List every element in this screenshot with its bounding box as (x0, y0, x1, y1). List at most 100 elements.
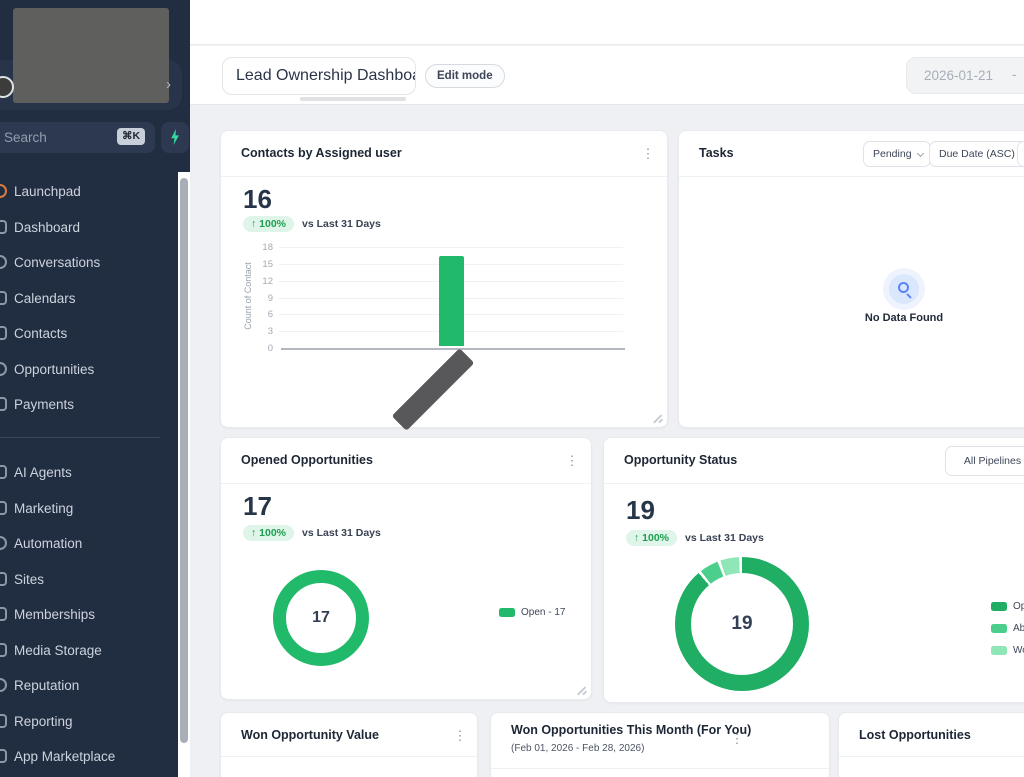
quick-actions-button[interactable] (161, 122, 189, 153)
y-tick: 3 (267, 326, 273, 337)
no-data-text: No Data Found (864, 312, 944, 324)
delta-badge: ↑ 100% (243, 216, 295, 232)
sidebar-item-automation[interactable]: Automation (0, 526, 178, 562)
app-marketplace-icon (0, 749, 7, 763)
no-data-icon-wrap (883, 268, 925, 310)
delta-caption: vs Last 31 Days (302, 527, 381, 539)
payments-icon (0, 397, 7, 411)
keyboard-shortcut-badge: ⌘K (117, 128, 146, 145)
sidebar-item-calendars[interactable]: Calendars (0, 281, 178, 317)
contacts-bar[interactable] (439, 256, 464, 346)
sidebar-item-marketing[interactable]: Marketing (0, 491, 178, 527)
legend-swatch-open (499, 608, 515, 617)
metric-value: 17 (243, 491, 272, 521)
top-bar (190, 0, 1024, 45)
legend-item[interactable]: Won (991, 645, 1024, 656)
tasks-extra-dropdown[interactable] (1017, 141, 1024, 167)
kebab-menu-icon[interactable]: ⋮ (730, 731, 744, 746)
automation-icon (0, 536, 7, 550)
tasks-filter-dropdown[interactable]: Pending (863, 141, 931, 167)
legend-item[interactable]: Open - 17 (499, 607, 565, 618)
opportunities-icon (0, 361, 7, 376)
donut-center-label: 17 (299, 596, 343, 640)
edit-mode-badge[interactable]: Edit mode (425, 64, 505, 88)
memberships-icon (0, 607, 7, 621)
sidebar-item-conversations[interactable]: Conversations (0, 245, 178, 281)
bar-chart: Count of Contact 18 15 12 9 6 3 0 (221, 131, 667, 431)
launchpad-icon (0, 184, 7, 198)
card-title: Contacts by Assigned user (241, 146, 402, 160)
sidebar-item-media-storage[interactable]: Media Storage (0, 633, 178, 669)
lightning-bolt-icon (171, 129, 179, 145)
sidebar-item-contacts[interactable]: Contacts (0, 316, 178, 352)
card-title: Won Opportunities This Month (For You) (511, 723, 752, 737)
y-tick: 15 (262, 259, 273, 270)
legend-item[interactable]: Aban (991, 623, 1024, 634)
sites-icon (0, 571, 7, 586)
resize-handle[interactable] (652, 412, 663, 424)
tasks-sort-dropdown[interactable]: Due Date (ASC) (929, 141, 1024, 167)
kebab-menu-icon[interactable]: ⋮ (565, 453, 579, 468)
sidebar-item-reputation[interactable]: Reputation (0, 668, 178, 704)
kebab-menu-icon[interactable]: ⋮ (641, 146, 655, 161)
sidebar-item-payments[interactable]: Payments (0, 387, 178, 423)
calendars-icon (0, 290, 7, 305)
delta-badge: ↑ 100% (243, 525, 295, 541)
sidebar-scrollbar-track[interactable] (178, 172, 190, 777)
y-tick: 18 (262, 242, 273, 253)
y-tick: 0 (267, 343, 273, 354)
sidebar-item-launchpad[interactable]: Launchpad (0, 174, 178, 210)
dashboard-icon (0, 219, 7, 234)
status-legend-swatch (991, 624, 1007, 633)
x-axis-line (281, 348, 625, 350)
date-range-separator: - (1012, 67, 1017, 82)
y-tick: 12 (262, 276, 273, 287)
sidebar: › ⌘K Launchpad Dashboard Conversations C… (0, 0, 190, 777)
dashboard-header: Lead Ownership Dashboard Edit mode 2026-… (190, 46, 1024, 105)
sidebar-item-opportunities[interactable]: Opportunities (0, 352, 178, 388)
kebab-menu-icon[interactable]: ⋮ (453, 728, 467, 743)
resize-handle[interactable] (576, 684, 587, 696)
card-title: Opportunity Status (624, 453, 738, 467)
contacts-icon (0, 326, 7, 340)
delta-caption: vs Last 31 Days (302, 218, 381, 230)
legend-item[interactable]: Open (991, 601, 1024, 612)
sidebar-item-ai-agents[interactable]: AI Agents (0, 455, 178, 491)
reporting-icon (0, 713, 7, 728)
avatar[interactable] (0, 76, 14, 98)
status-legend-swatch (991, 646, 1007, 655)
donut-center-label: 19 (691, 573, 793, 675)
x-axis-label-redaction (391, 348, 475, 431)
delta-caption: vs Last 31 Days (685, 532, 764, 544)
pipeline-filter-dropdown[interactable]: All Pipelines (945, 446, 1024, 476)
card-tasks: Tasks Pending Due Date (ASC) No Data Fou… (678, 130, 1024, 428)
sidebar-scrollbar-thumb[interactable] (180, 178, 188, 743)
y-tick: 9 (267, 293, 273, 304)
date-range-picker[interactable]: 2026-01-21 (906, 57, 1024, 94)
chevron-down-icon (916, 149, 924, 158)
search-icon (898, 282, 909, 293)
conversations-icon (0, 255, 7, 269)
scroll-indicator (300, 97, 406, 101)
y-tick: 6 (267, 309, 273, 320)
metric-value: 19 (626, 495, 655, 525)
ai-agents-icon (0, 465, 7, 479)
dashboard-title-selector[interactable]: Lead Ownership Dashboard (222, 57, 416, 95)
card-contacts-by-assigned-user: Contacts by Assigned user ⋮ 16 ↑ 100% vs… (220, 130, 668, 431)
sidebar-item-sites[interactable]: Sites (0, 562, 178, 598)
card-title: Won Opportunity Value (241, 728, 379, 742)
card-won-opportunities-this-month: Won Opportunities This Month (For You) (… (490, 712, 830, 777)
sidebar-divider (0, 437, 160, 438)
chevron-right-icon[interactable]: › (166, 76, 171, 93)
sidebar-item-app-marketplace[interactable]: App Marketplace (0, 739, 178, 775)
marketing-icon (0, 500, 7, 515)
reputation-icon (0, 678, 7, 692)
card-lost-opportunities: Lost Opportunities (838, 712, 1024, 777)
sidebar-item-memberships[interactable]: Memberships (0, 597, 178, 633)
card-opened-opportunities: Opened Opportunities ⋮ 17 ↑ 100% vs Last… (220, 437, 592, 700)
delta-badge: ↑ 100% (626, 530, 678, 546)
media-storage-icon (0, 642, 7, 657)
secondary-nav: AI Agents Marketing Automation Sites Mem… (0, 455, 178, 775)
sidebar-item-dashboard[interactable]: Dashboard (0, 210, 178, 246)
sidebar-item-reporting[interactable]: Reporting (0, 704, 178, 740)
